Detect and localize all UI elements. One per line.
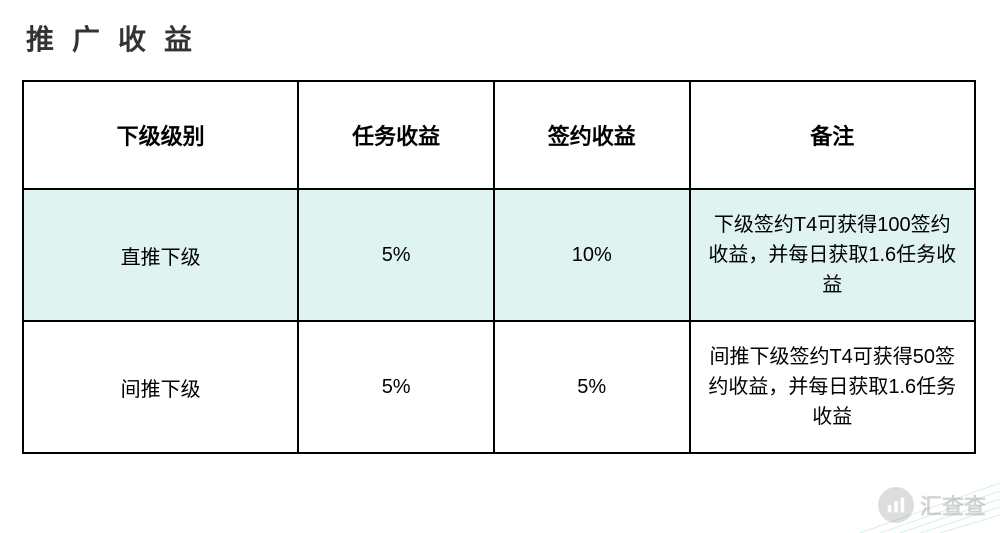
cell-level: 间推下级 bbox=[23, 321, 298, 453]
cell-remark: 下级签约T4可获得100签约收益，并每日获取1.6任务收益 bbox=[690, 189, 975, 321]
header-task: 任务收益 bbox=[298, 81, 494, 189]
cell-contract: 10% bbox=[494, 189, 690, 321]
header-contract: 签约收益 bbox=[494, 81, 690, 189]
cell-contract: 5% bbox=[494, 321, 690, 453]
cell-level: 直推下级 bbox=[23, 189, 298, 321]
earnings-table: 下级级别 任务收益 签约收益 备注 直推下级 5% 10% 下级签约T4可获得1… bbox=[22, 80, 976, 454]
table-header-row: 下级级别 任务收益 签约收益 备注 bbox=[23, 81, 975, 189]
page-title: 推广收益 bbox=[26, 18, 978, 58]
watermark: 汇查查 bbox=[878, 487, 986, 523]
header-remark: 备注 bbox=[690, 81, 975, 189]
watermark-text: 汇查查 bbox=[920, 489, 986, 521]
table-row: 直推下级 5% 10% 下级签约T4可获得100签约收益，并每日获取1.6任务收… bbox=[23, 189, 975, 321]
cell-task: 5% bbox=[298, 189, 494, 321]
cell-task: 5% bbox=[298, 321, 494, 453]
cell-remark: 间推下级签约T4可获得50签约收益，并每日获取1.6任务收益 bbox=[690, 321, 975, 453]
watermark-icon bbox=[878, 487, 914, 523]
table-row: 间推下级 5% 5% 间推下级签约T4可获得50签约收益，并每日获取1.6任务收… bbox=[23, 321, 975, 453]
header-level: 下级级别 bbox=[23, 81, 298, 189]
